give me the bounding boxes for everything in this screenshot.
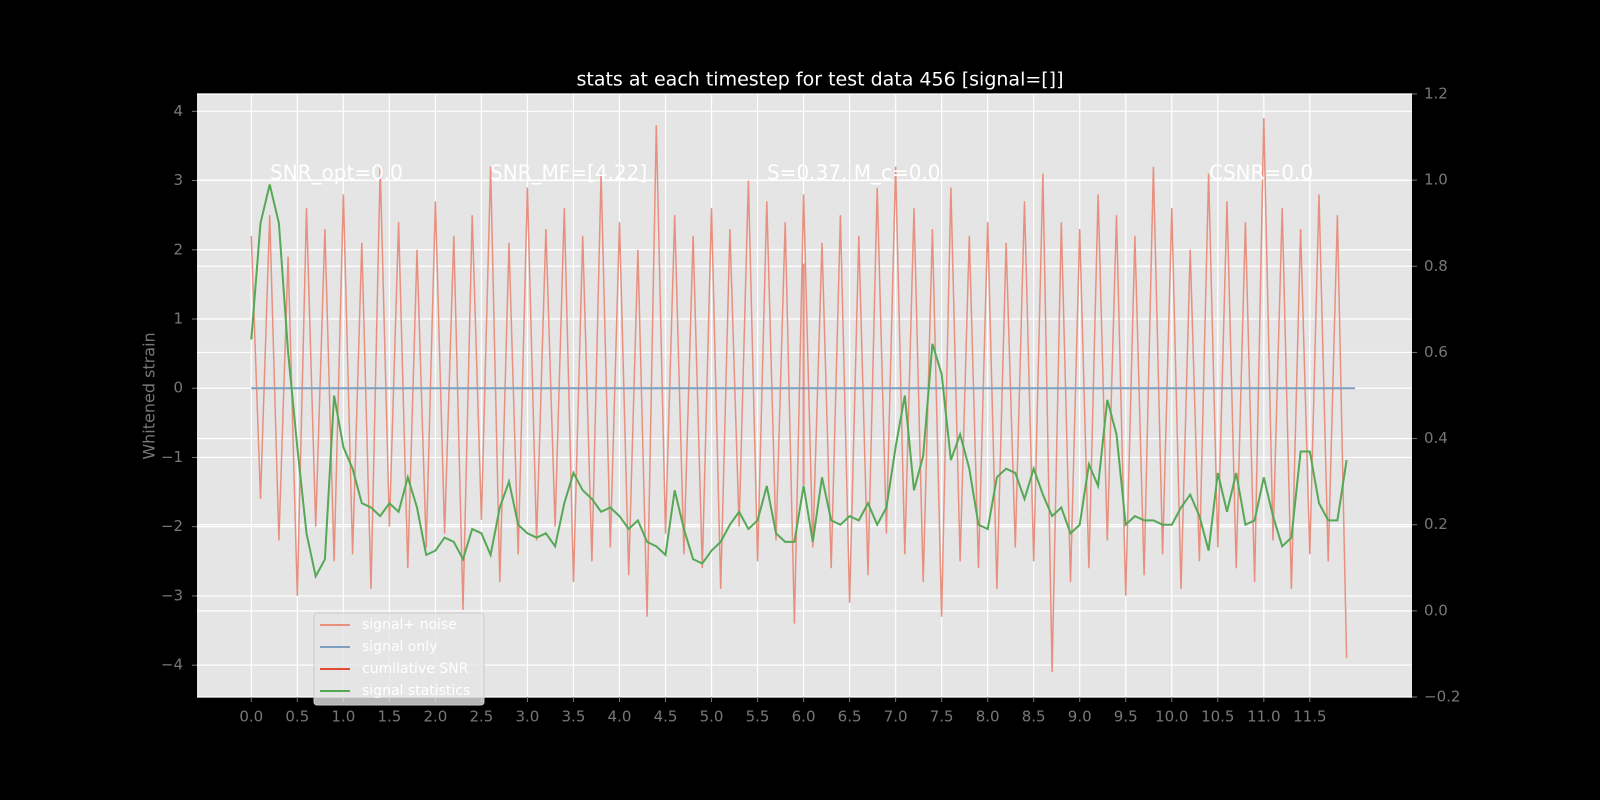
x-tick-label: 6.0 (792, 708, 816, 726)
x-tick-label: 0.5 (285, 708, 309, 726)
x-tick-label: 11.0 (1247, 708, 1280, 726)
y2-tick-label: 0.8 (1424, 257, 1448, 275)
x-tick-label: 9.0 (1068, 708, 1092, 726)
x-tick-label: 4.5 (654, 708, 678, 726)
y2-tick-label: 0.4 (1424, 429, 1448, 447)
x-tick-label: 3.5 (562, 708, 586, 726)
annotation: SNR_opt=0.0 (270, 161, 403, 185)
y-tick-label: 2 (173, 240, 183, 258)
annotation: CSNR=0.0 (1209, 161, 1313, 185)
legend-box (313, 612, 485, 706)
y2-tick-label: 1.2 (1424, 85, 1448, 103)
x-tick-label: 8.5 (1022, 708, 1046, 726)
y2-tick-label: −0.2 (1424, 688, 1460, 706)
y2-tick-label: 1.0 (1424, 171, 1448, 189)
x-tick-label: 5.0 (700, 708, 724, 726)
x-tick-label: 7.5 (930, 708, 954, 726)
x-tick-label: 10.5 (1201, 708, 1234, 726)
legend-label: signal only (362, 639, 437, 655)
x-tick-label: 11.5 (1293, 708, 1326, 726)
y-tick-label: 3 (173, 171, 183, 189)
x-tick-label: 10.0 (1155, 708, 1188, 726)
y-tick-label: 0 (173, 379, 183, 397)
x-tick-label: 1.5 (377, 708, 401, 726)
x-tick-label: 9.5 (1114, 708, 1138, 726)
series-line (250, 118, 1348, 673)
annotation: S=0.37, M_c=0.0 (767, 161, 941, 185)
chart-title: stats at each timestep for test data 456… (576, 69, 1063, 91)
x-tick-label: 6.5 (838, 708, 862, 726)
legend-label: signal+ noise (362, 617, 457, 633)
x-tick-label: 2.0 (423, 708, 447, 726)
legend-label: signal statistics (362, 683, 470, 699)
y-tick-label: −3 (161, 586, 183, 604)
y-tick-label: 4 (173, 102, 183, 120)
x-tick-label: 0.0 (239, 708, 263, 726)
x-tick-label: 2.5 (469, 708, 493, 726)
x-tick-label: 4.0 (608, 708, 632, 726)
annotation: SNR_MF=[4.22] (490, 161, 647, 185)
y2-tick-label: 0.0 (1424, 601, 1448, 619)
x-tick-label: 5.5 (746, 708, 770, 726)
series-line (250, 184, 1348, 580)
y-tick-label: −2 (161, 517, 183, 535)
y2-tick-label: 0.2 (1424, 515, 1448, 533)
legend-label: cumilative SNR (362, 661, 469, 677)
y2-tick-label: 0.6 (1424, 343, 1448, 361)
y-tick-label: −4 (161, 656, 183, 674)
x-tick-label: 7.0 (884, 708, 908, 726)
x-tick-label: 1.0 (331, 708, 355, 726)
y-tick-label: −1 (161, 448, 183, 466)
y-axis-label: Whitened strain (140, 332, 159, 459)
y-tick-label: 1 (173, 310, 183, 328)
x-tick-label: 3.0 (516, 708, 540, 726)
x-tick-label: 8.0 (976, 708, 1000, 726)
